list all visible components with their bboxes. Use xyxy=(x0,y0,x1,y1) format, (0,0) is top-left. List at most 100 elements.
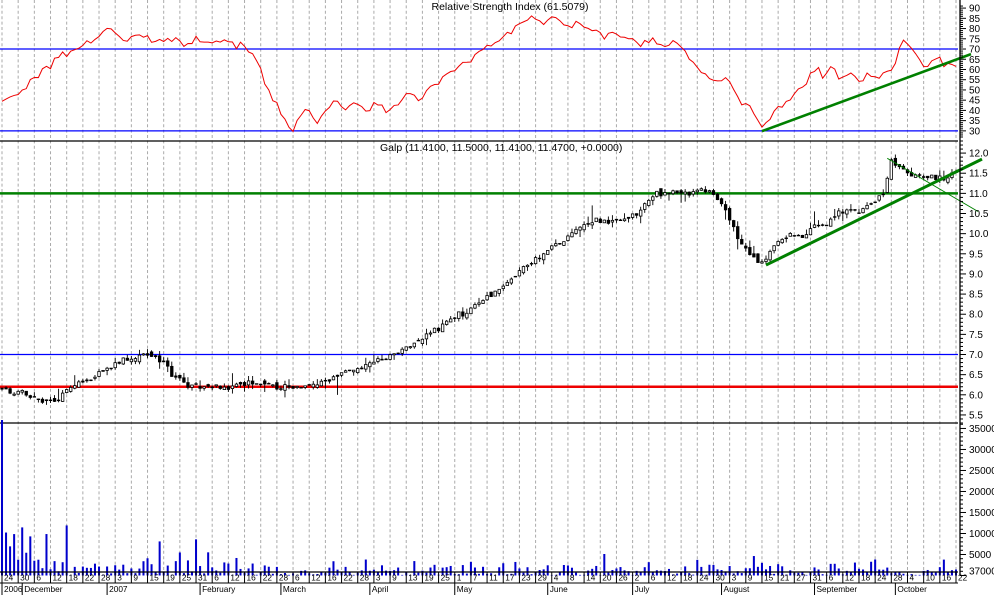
svg-text:90: 90 xyxy=(969,4,981,15)
svg-text:2006: 2006 xyxy=(4,584,23,594)
svg-text:11: 11 xyxy=(489,573,498,583)
svg-text:28: 28 xyxy=(279,573,289,583)
svg-text:31: 31 xyxy=(198,573,208,583)
svg-text:9.5: 9.5 xyxy=(969,249,983,260)
svg-text:2: 2 xyxy=(635,573,640,583)
svg-text:6: 6 xyxy=(214,573,219,583)
svg-text:16: 16 xyxy=(327,573,337,583)
svg-text:22: 22 xyxy=(344,573,354,583)
svg-text:25000: 25000 xyxy=(969,466,994,477)
svg-text:55: 55 xyxy=(969,75,981,86)
svg-text:30000: 30000 xyxy=(969,445,994,456)
svg-text:14: 14 xyxy=(586,573,596,583)
svg-text:75: 75 xyxy=(969,34,981,45)
svg-text:22: 22 xyxy=(85,573,95,583)
svg-text:8.5: 8.5 xyxy=(969,290,983,301)
svg-text:25: 25 xyxy=(182,573,192,583)
svg-text:October: October xyxy=(897,584,927,594)
svg-text:19: 19 xyxy=(424,573,434,583)
svg-text:24: 24 xyxy=(4,573,14,583)
svg-text:30: 30 xyxy=(715,573,725,583)
svg-text:12: 12 xyxy=(53,573,63,583)
svg-text:26: 26 xyxy=(618,573,628,583)
svg-text:Relative Strength Index (61.50: Relative Strength Index (61.5079) xyxy=(431,1,588,13)
svg-text:18: 18 xyxy=(683,573,693,583)
svg-text:7.5: 7.5 xyxy=(969,330,983,341)
svg-text:18: 18 xyxy=(69,573,79,583)
svg-text:12: 12 xyxy=(230,573,240,583)
svg-text:12.0: 12.0 xyxy=(969,149,989,160)
svg-text:3: 3 xyxy=(732,573,737,583)
svg-text:10.0: 10.0 xyxy=(969,229,989,240)
svg-text:50: 50 xyxy=(969,85,981,96)
svg-text:3: 3 xyxy=(376,573,381,583)
svg-text:September: September xyxy=(817,584,858,594)
svg-text:15: 15 xyxy=(150,573,160,583)
svg-text:20: 20 xyxy=(602,573,612,583)
svg-text:May: May xyxy=(457,584,474,594)
svg-text:11.0: 11.0 xyxy=(969,189,988,200)
svg-text:8: 8 xyxy=(570,573,575,583)
svg-text:60: 60 xyxy=(969,65,981,76)
svg-text:Galp (11.4100, 11.5000, 11.410: Galp (11.4100, 11.5000, 11.4100, 11.4700… xyxy=(380,142,622,154)
svg-text:1: 1 xyxy=(457,573,462,583)
svg-text:37000: 37000 xyxy=(969,567,994,578)
svg-text:19: 19 xyxy=(166,573,176,583)
svg-text:24: 24 xyxy=(699,573,709,583)
svg-text:35: 35 xyxy=(969,116,981,127)
svg-text:23: 23 xyxy=(521,573,531,583)
svg-text:12: 12 xyxy=(845,573,855,583)
svg-text:30: 30 xyxy=(20,573,30,583)
svg-text:15000: 15000 xyxy=(969,508,994,519)
svg-text:30: 30 xyxy=(969,126,981,137)
svg-text:9.0: 9.0 xyxy=(969,269,983,280)
svg-text:17: 17 xyxy=(505,573,515,583)
svg-text:28: 28 xyxy=(360,573,370,583)
svg-text:29: 29 xyxy=(538,573,548,583)
svg-text:10000: 10000 xyxy=(969,529,994,540)
svg-text:June: June xyxy=(550,584,568,594)
svg-text:6: 6 xyxy=(829,573,834,583)
svg-text:45: 45 xyxy=(969,96,981,107)
svg-text:85: 85 xyxy=(969,14,981,25)
svg-text:7: 7 xyxy=(473,573,478,583)
svg-text:9: 9 xyxy=(392,573,397,583)
svg-text:7.0: 7.0 xyxy=(969,350,983,361)
svg-text:20000: 20000 xyxy=(969,487,994,498)
svg-text:February: February xyxy=(202,584,236,594)
svg-text:13: 13 xyxy=(408,573,418,583)
svg-text:6: 6 xyxy=(651,573,656,583)
svg-text:6: 6 xyxy=(295,573,300,583)
svg-text:December: December xyxy=(24,584,63,594)
svg-text:2007: 2007 xyxy=(109,584,128,594)
svg-text:70: 70 xyxy=(969,45,981,56)
svg-text:August: August xyxy=(724,584,751,594)
svg-text:40: 40 xyxy=(969,106,981,117)
svg-text:22: 22 xyxy=(263,573,273,583)
svg-text:16: 16 xyxy=(247,573,257,583)
svg-text:5000: 5000 xyxy=(969,550,992,561)
svg-text:27: 27 xyxy=(796,573,806,583)
svg-text:12: 12 xyxy=(311,573,321,583)
svg-text:28: 28 xyxy=(101,573,111,583)
svg-text:10.5: 10.5 xyxy=(969,209,989,220)
svg-text:15: 15 xyxy=(764,573,774,583)
svg-text:16: 16 xyxy=(942,573,952,583)
svg-text:8.0: 8.0 xyxy=(969,310,983,321)
svg-text:11.5: 11.5 xyxy=(969,169,988,180)
svg-text:3: 3 xyxy=(117,573,122,583)
svg-text:24: 24 xyxy=(877,573,887,583)
svg-text:6.0: 6.0 xyxy=(969,390,983,401)
svg-text:28: 28 xyxy=(893,573,903,583)
svg-text:July: July xyxy=(635,584,651,594)
svg-text:April: April xyxy=(372,584,389,594)
svg-text:6.5: 6.5 xyxy=(969,370,983,381)
svg-text:9: 9 xyxy=(133,573,138,583)
svg-text:65: 65 xyxy=(969,55,981,66)
svg-text:4: 4 xyxy=(554,573,559,583)
svg-text:80: 80 xyxy=(969,24,981,35)
svg-text:12: 12 xyxy=(667,573,677,583)
svg-text:18: 18 xyxy=(861,573,871,583)
svg-text:25: 25 xyxy=(441,573,451,583)
svg-text:9: 9 xyxy=(748,573,753,583)
